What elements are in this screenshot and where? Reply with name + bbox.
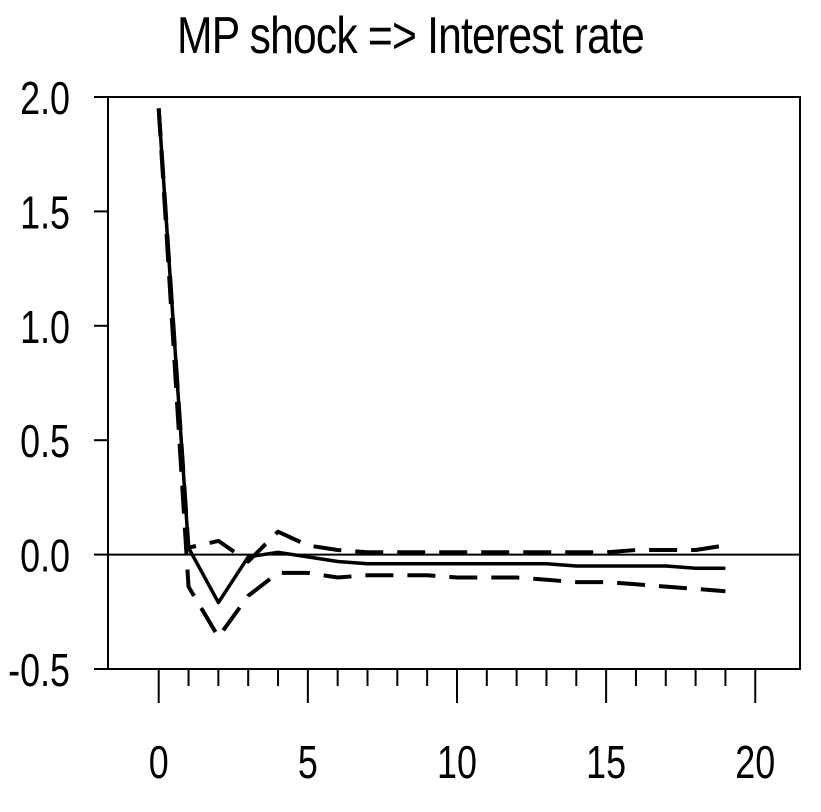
x-tick-label: 10 (437, 737, 477, 788)
y-tick-label: 2.0 (20, 73, 70, 124)
x-tick-label: 15 (586, 737, 626, 788)
series-line-upper-band (156, 108, 726, 564)
chart-title: MP shock => Interest rate (177, 7, 645, 65)
y-tick-label: 0.0 (20, 530, 70, 581)
plot-frame (107, 96, 801, 670)
series-line-lower-band (156, 108, 726, 639)
plot-border (107, 96, 801, 670)
x-tick-label: 0 (149, 737, 169, 788)
y-tick-label: 0.5 (20, 416, 70, 467)
y-tick-label: -0.5 (8, 645, 70, 696)
x-tick-label: 20 (735, 737, 775, 788)
x-tick-label: 5 (298, 737, 318, 788)
y-tick-label: 1.0 (20, 302, 70, 353)
y-axis: -0.5 0.0 0.5 1.0 1.5 2.0 (8, 73, 108, 696)
series-line-estimate (156, 108, 726, 605)
x-axis: 0 5 10 15 20 (149, 669, 775, 788)
y-tick-label: 1.5 (20, 187, 70, 238)
series-layer (156, 108, 726, 639)
